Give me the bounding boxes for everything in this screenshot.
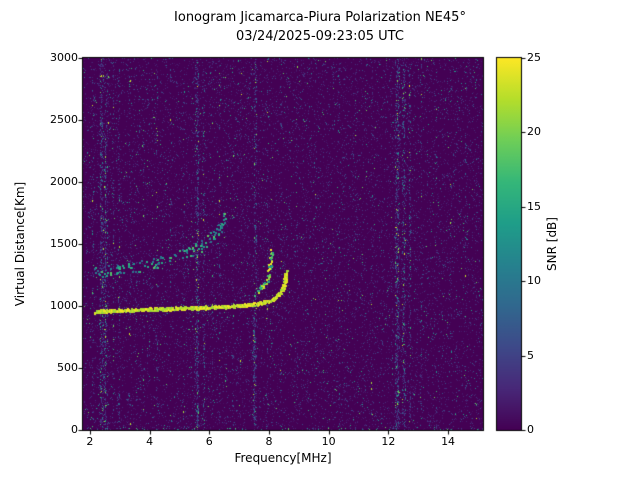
colorbar-tick-label: 20	[527, 125, 541, 139]
y-tick-label: 1000	[50, 299, 78, 312]
x-tick-label: 12	[381, 435, 396, 448]
y-axis-label: Virtual Distance[Km]	[13, 181, 27, 307]
x-axis-label: Frequency[MHz]	[234, 451, 332, 465]
chart-title-line2: 03/24/2025-09:23:05 UTC	[236, 28, 404, 44]
y-tick-label: 500	[57, 361, 78, 374]
colorbar-tick-label: 25	[527, 51, 541, 64]
x-tick-label: 2	[86, 435, 94, 448]
chart-title: Ionogram Jicamarca-Piura Polarization NE…	[0, 9, 640, 47]
y-tick-label: 0	[71, 423, 78, 436]
x-tick-label: 14	[441, 435, 456, 448]
colorbar-tick-label: 0	[527, 423, 534, 436]
x-tick-label: 6	[205, 435, 213, 448]
x-tick-label: 8	[265, 435, 273, 448]
y-tick-label: 2000	[50, 175, 78, 188]
y-tick-label: 3000	[50, 51, 78, 64]
y-tick-label: 1500	[50, 237, 78, 250]
x-tick-label: 4	[146, 435, 154, 448]
colorbar-label: SNR [dB]	[545, 217, 559, 271]
y-tick-label: 2500	[50, 113, 78, 126]
colorbar-tick-label: 10	[527, 274, 541, 288]
colorbar-tick-label: 5	[527, 348, 534, 362]
x-tick-label: 10	[321, 435, 336, 448]
chart-title-line1: Ionogram Jicamarca-Piura Polarization NE…	[174, 10, 466, 25]
colorbar-tick-label: 15	[527, 199, 541, 213]
